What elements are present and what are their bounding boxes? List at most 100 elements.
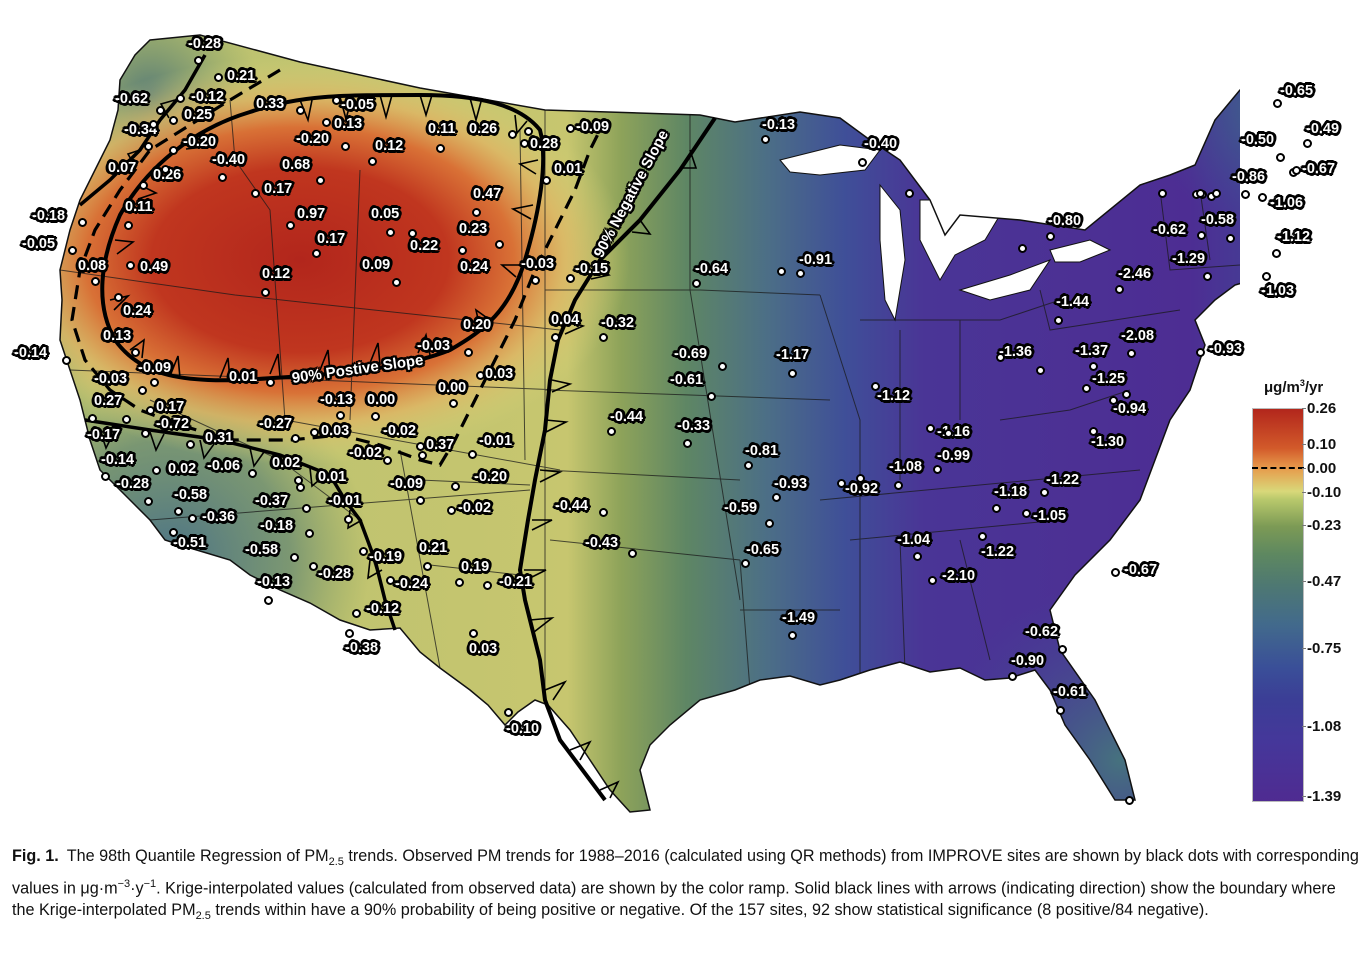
site-trend-value: -0.02 bbox=[349, 445, 383, 461]
site-marker bbox=[992, 504, 1001, 513]
site-trend-value: -0.43 bbox=[585, 535, 619, 551]
site-trend-value: 0.12 bbox=[262, 266, 291, 282]
site-marker bbox=[856, 474, 865, 483]
site-trend-value: 0.25 bbox=[184, 107, 213, 123]
legend-tick-label: -0.75 bbox=[1307, 640, 1342, 657]
site-trend-value: 0.20 bbox=[463, 317, 492, 333]
site-trend-value: -0.01 bbox=[328, 493, 362, 509]
site-trend-value: 0.22 bbox=[410, 238, 439, 254]
legend-title: μg/m3/yr bbox=[1264, 378, 1324, 396]
site-marker bbox=[495, 240, 504, 249]
site-trend-value: 0.00 bbox=[438, 380, 467, 396]
site-marker bbox=[174, 507, 183, 516]
site-trend-value: -0.99 bbox=[937, 448, 971, 464]
site-trend-value: -0.33 bbox=[677, 418, 711, 434]
site-trend-value: -0.59 bbox=[724, 500, 758, 516]
site-marker bbox=[141, 429, 150, 438]
site-marker bbox=[777, 267, 786, 276]
site-trend-value: -0.49 bbox=[1306, 121, 1340, 137]
site-marker bbox=[161, 165, 170, 174]
site-marker bbox=[451, 482, 460, 491]
site-trend-value: 0.21 bbox=[227, 68, 256, 84]
site-trend-value: -0.86 bbox=[1232, 169, 1266, 185]
site-trend-value: -1.49 bbox=[782, 610, 816, 626]
site-marker bbox=[131, 348, 140, 357]
positive-slope-boundary bbox=[100, 92, 546, 383]
negative-slope-boundary bbox=[517, 116, 717, 802]
legend-tick-label: -1.08 bbox=[1307, 718, 1342, 735]
legend-tick-label: 0.10 bbox=[1307, 436, 1337, 453]
site-marker bbox=[286, 221, 295, 230]
site-marker bbox=[156, 106, 165, 115]
site-marker bbox=[933, 465, 942, 474]
site-trend-value: 0.02 bbox=[168, 461, 197, 477]
site-trend-value: 0.26 bbox=[469, 121, 498, 137]
site-trend-value: 0.28 bbox=[530, 136, 559, 152]
site-trend-value: -0.61 bbox=[1053, 684, 1087, 700]
site-marker bbox=[531, 276, 540, 285]
site-trend-value: 0.21 bbox=[419, 540, 448, 556]
site-marker bbox=[1115, 285, 1124, 294]
site-marker bbox=[944, 429, 953, 438]
legend-tick-mark bbox=[1302, 796, 1306, 797]
site-marker bbox=[188, 514, 197, 523]
site-marker bbox=[978, 532, 987, 541]
site-marker bbox=[352, 609, 361, 618]
site-marker bbox=[1212, 189, 1221, 198]
site-marker bbox=[508, 130, 517, 139]
site-marker bbox=[386, 576, 395, 585]
site-trend-value: 0.17 bbox=[317, 231, 346, 247]
site-trend-value: 0.31 bbox=[205, 430, 234, 446]
site-marker bbox=[336, 411, 345, 420]
site-trend-value: -0.64 bbox=[695, 261, 729, 277]
southwest-negative-boundary bbox=[84, 418, 397, 631]
site-marker bbox=[302, 504, 311, 513]
site-trend-value: 0.01 bbox=[554, 161, 583, 177]
site-trend-value: -0.28 bbox=[318, 566, 352, 582]
site-marker bbox=[483, 581, 492, 590]
site-marker bbox=[341, 142, 350, 151]
site-trend-value: -0.62 bbox=[1025, 624, 1059, 640]
site-trend-value: -1.05 bbox=[1033, 508, 1067, 524]
site-trend-value: -1.44 bbox=[1056, 294, 1090, 310]
site-trend-value: -0.14 bbox=[14, 345, 48, 361]
site-trend-value: -0.58 bbox=[174, 487, 208, 503]
site-trend-value: 0.03 bbox=[485, 366, 514, 382]
site-trend-value: 0.23 bbox=[459, 221, 488, 237]
site-trend-value: -0.21 bbox=[499, 574, 533, 590]
site-marker bbox=[542, 176, 551, 185]
site-marker bbox=[169, 116, 178, 125]
site-marker bbox=[1158, 189, 1167, 198]
site-trend-value: 0.27 bbox=[94, 393, 123, 409]
site-marker bbox=[1272, 249, 1281, 258]
site-marker bbox=[332, 96, 341, 105]
site-trend-value: 0.33 bbox=[256, 96, 285, 112]
site-marker bbox=[1036, 366, 1045, 375]
site-marker bbox=[504, 708, 513, 717]
site-trend-value: 0.01 bbox=[318, 469, 347, 485]
site-marker bbox=[1203, 272, 1212, 281]
site-marker bbox=[1109, 396, 1118, 405]
site-marker bbox=[1022, 509, 1031, 518]
site-marker bbox=[78, 218, 87, 227]
site-trend-value: -0.92 bbox=[845, 481, 879, 497]
site-marker bbox=[383, 456, 392, 465]
site-marker bbox=[386, 228, 395, 237]
site-marker bbox=[520, 139, 529, 148]
site-trend-value: -0.20 bbox=[474, 469, 508, 485]
legend-tick-label: -0.23 bbox=[1307, 517, 1342, 534]
site-trend-value: -0.69 bbox=[674, 346, 708, 362]
legend-zero-dashed-line bbox=[1252, 467, 1304, 469]
legend-tick-label: -0.47 bbox=[1307, 573, 1342, 590]
site-marker bbox=[266, 378, 275, 387]
site-marker bbox=[408, 229, 417, 238]
site-marker bbox=[1046, 232, 1055, 241]
site-trend-value: -0.94 bbox=[1113, 401, 1147, 417]
site-trend-value: -2.46 bbox=[1118, 266, 1152, 282]
site-trend-value: 0.08 bbox=[78, 258, 107, 274]
site-marker bbox=[1056, 706, 1065, 715]
site-trend-value: -0.51 bbox=[173, 535, 207, 551]
site-marker bbox=[628, 549, 637, 558]
site-trend-value: -0.10 bbox=[506, 721, 540, 737]
site-marker bbox=[472, 208, 481, 217]
